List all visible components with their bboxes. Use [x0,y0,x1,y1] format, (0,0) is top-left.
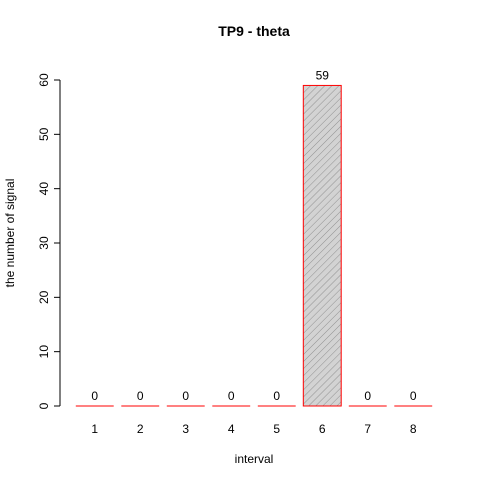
x-tick-label: 5 [273,422,280,436]
data-label: 0 [273,389,280,403]
x-tick-label: 1 [91,422,98,436]
y-axis-label: the number of signal [3,179,17,288]
x-tick-label: 3 [182,422,189,436]
y-tick-label: 40 [37,182,51,196]
x-tick-label: 8 [410,422,417,436]
x-tick-label: 6 [319,422,326,436]
data-label: 0 [137,389,144,403]
data-labels-group: 0 0 0 0 0 59 0 0 [91,68,417,403]
data-label: 0 [182,389,189,403]
x-axis-label: interval [235,452,274,466]
x-tick-label: 4 [228,422,235,436]
y-tick-label: 50 [37,127,51,141]
bars-group [75,84,433,407]
y-tick-label: 30 [37,236,51,250]
y-axis: 0 10 20 30 40 50 60 [37,73,61,409]
y-tick-label: 60 [37,73,51,87]
y-tick-label: 0 [37,402,51,409]
data-label: 0 [91,389,98,403]
data-label: 0 [410,389,417,403]
data-label: 0 [228,389,235,403]
x-ticks-group: 1 2 3 4 5 6 7 8 [91,422,417,436]
data-label: 0 [364,389,371,403]
y-tick-label: 10 [37,345,51,359]
x-tick-label: 2 [137,422,144,436]
y-tick-label: 20 [37,290,51,304]
x-tick-label: 7 [364,422,371,436]
chart-title: TP9 - theta [218,23,290,39]
bar-6 [302,84,342,407]
data-label: 59 [316,68,330,82]
